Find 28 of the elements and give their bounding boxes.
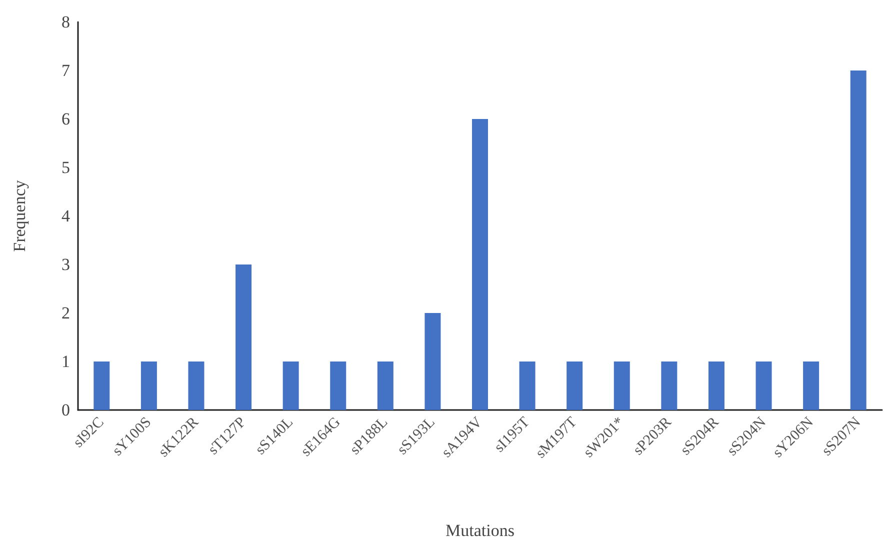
bar	[282, 362, 299, 410]
bar	[708, 362, 724, 410]
y-tick-label: 0	[62, 400, 70, 420]
y-tick-label: 2	[62, 304, 70, 322]
y-tick-label: 8	[62, 12, 70, 32]
x-axis-title: Mutations	[446, 521, 514, 540]
y-axis-title: Frequency	[10, 180, 29, 252]
bar	[236, 264, 252, 410]
bar	[188, 362, 204, 410]
bar	[330, 362, 346, 410]
bar	[566, 362, 583, 410]
bar	[519, 362, 536, 410]
y-tick-label: 3	[62, 255, 70, 274]
bar	[661, 362, 678, 410]
y-tick-label: 6	[62, 110, 70, 128]
bar	[472, 119, 488, 410]
bar	[614, 362, 630, 410]
bar	[803, 362, 820, 410]
bar	[377, 362, 394, 410]
y-tick-label: 5	[62, 158, 70, 177]
bar	[140, 362, 157, 410]
y-tick-label: 7	[62, 61, 70, 80]
y-tick-label: 4	[62, 206, 70, 226]
bar	[94, 362, 110, 410]
bar	[850, 70, 866, 410]
bar	[756, 362, 772, 410]
y-tick-label: 1	[62, 352, 70, 371]
bar	[424, 313, 441, 410]
